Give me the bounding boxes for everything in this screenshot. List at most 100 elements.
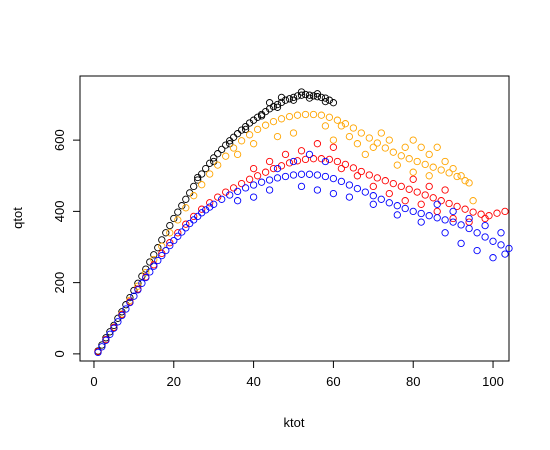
data-point-s2-70 xyxy=(249,164,258,173)
y-axis: 0 200 400 600 xyxy=(52,129,81,357)
data-point-s3-66 xyxy=(505,244,513,253)
data-point-s0-30 xyxy=(214,150,222,158)
data-point-s3-13 xyxy=(146,268,154,276)
data-point-s2-51 xyxy=(501,207,509,216)
data-point-s0-17 xyxy=(162,229,170,237)
data-point-s1-65 xyxy=(425,172,433,180)
data-point-s0-25 xyxy=(194,176,202,184)
data-point-s2-66 xyxy=(441,186,449,194)
data-point-s2-22 xyxy=(269,164,278,173)
data-point-s0-49 xyxy=(289,93,298,102)
data-point-s1-37 xyxy=(389,148,397,156)
data-point-s1-36 xyxy=(381,144,389,152)
data-point-s0-70 xyxy=(297,88,306,96)
data-point-s3-88 xyxy=(233,197,242,205)
x-tick-label-0: 0 xyxy=(90,374,97,389)
data-point-s1-52 xyxy=(385,136,393,144)
data-point-s2-56 xyxy=(337,164,346,173)
data-point-s1-9 xyxy=(166,229,174,237)
data-point-s2-38 xyxy=(397,182,405,191)
data-point-s3-10 xyxy=(134,286,142,294)
data-point-s3-43 xyxy=(321,172,330,181)
data-point-s2-15 xyxy=(214,193,222,201)
data-point-s1-24 xyxy=(285,112,294,121)
data-point-s3-40 xyxy=(297,170,306,178)
data-point-s2-65 xyxy=(481,214,489,223)
data-point-s2-13 xyxy=(198,205,206,213)
data-point-s1-61 xyxy=(465,179,473,187)
data-point-s1-43 xyxy=(437,166,445,174)
data-point-s2-21 xyxy=(261,168,270,176)
data-point-s2-53 xyxy=(313,140,322,148)
data-point-s0-35 xyxy=(233,130,242,138)
y-tick-label-400: 400 xyxy=(52,201,67,223)
data-point-s0-3 xyxy=(106,328,114,336)
data-point-s3-73 xyxy=(345,193,354,201)
data-point-s2-9 xyxy=(166,239,174,247)
data-point-s0-51 xyxy=(297,91,306,99)
data-point-s3-70 xyxy=(297,182,306,191)
data-point-s0-15 xyxy=(154,244,162,252)
data-point-s3-50 xyxy=(377,195,385,203)
data-point-s0-62 xyxy=(226,140,234,148)
data-point-s3-25 xyxy=(194,212,202,221)
data-point-s1-62 xyxy=(469,197,477,205)
data-point-s1-6 xyxy=(142,268,150,277)
data-point-s2-69 xyxy=(265,157,274,166)
data-point-s1-66 xyxy=(377,129,385,137)
data-point-s1-64 xyxy=(409,168,417,176)
data-point-s0-67 xyxy=(305,94,314,102)
data-point-s0-37 xyxy=(241,122,250,131)
data-point-s3-72 xyxy=(329,189,338,198)
data-point-s3-14 xyxy=(150,262,158,270)
data-point-s0-29 xyxy=(210,154,218,162)
data-point-s3-5 xyxy=(114,318,122,326)
data-point-s0-64 xyxy=(257,112,266,120)
data-point-s2-61 xyxy=(417,200,425,208)
data-point-s0-28 xyxy=(206,159,214,167)
data-point-s1-23 xyxy=(277,115,286,123)
data-point-s1-8 xyxy=(158,242,166,250)
data-point-s1-10 xyxy=(174,216,182,224)
data-point-s2-48 xyxy=(477,210,485,218)
data-point-s2-12 xyxy=(190,212,198,221)
data-point-s3-0 xyxy=(94,348,102,357)
data-point-s0-8 xyxy=(126,293,134,302)
data-point-s0-46 xyxy=(277,98,286,107)
data-point-s2-40 xyxy=(413,188,421,196)
data-point-s3-65 xyxy=(497,241,505,249)
data-point-s2-10 xyxy=(174,229,182,237)
y-tick-label-200: 200 xyxy=(52,272,67,294)
data-point-s0-71 xyxy=(313,90,322,98)
data-point-s0-16 xyxy=(158,236,166,244)
data-point-s2-39 xyxy=(405,185,413,193)
data-point-s1-58 xyxy=(441,157,449,166)
data-point-s0-53 xyxy=(305,91,314,99)
data-point-s0-52 xyxy=(301,90,310,99)
data-point-s3-79 xyxy=(473,246,481,255)
data-point-s1-67 xyxy=(361,150,369,159)
data-point-s3-41 xyxy=(305,170,314,178)
data-point-s0-72 xyxy=(265,99,274,107)
data-point-s1-30 xyxy=(333,116,342,124)
data-point-s1-28 xyxy=(317,111,326,119)
data-point-s1-57 xyxy=(433,143,441,151)
data-point-s0-55 xyxy=(313,93,322,101)
data-point-s0-14 xyxy=(150,251,158,259)
data-point-s3-48 xyxy=(361,188,369,196)
data-point-s1-12 xyxy=(190,192,198,200)
data-point-s3-60 xyxy=(457,221,465,229)
data-point-s0-68 xyxy=(321,97,330,106)
data-point-s3-76 xyxy=(417,218,425,226)
data-point-s1-63 xyxy=(393,161,401,169)
data-point-s3-71 xyxy=(313,186,322,194)
data-point-s0-61 xyxy=(210,157,218,166)
data-point-s1-31 xyxy=(341,120,350,128)
data-point-s2-59 xyxy=(385,189,393,198)
data-point-s3-80 xyxy=(489,254,497,262)
data-point-s3-89 xyxy=(273,164,282,173)
x-tick-label-40: 40 xyxy=(246,374,260,389)
data-point-s2-46 xyxy=(461,205,469,213)
data-point-s3-81 xyxy=(501,250,509,258)
